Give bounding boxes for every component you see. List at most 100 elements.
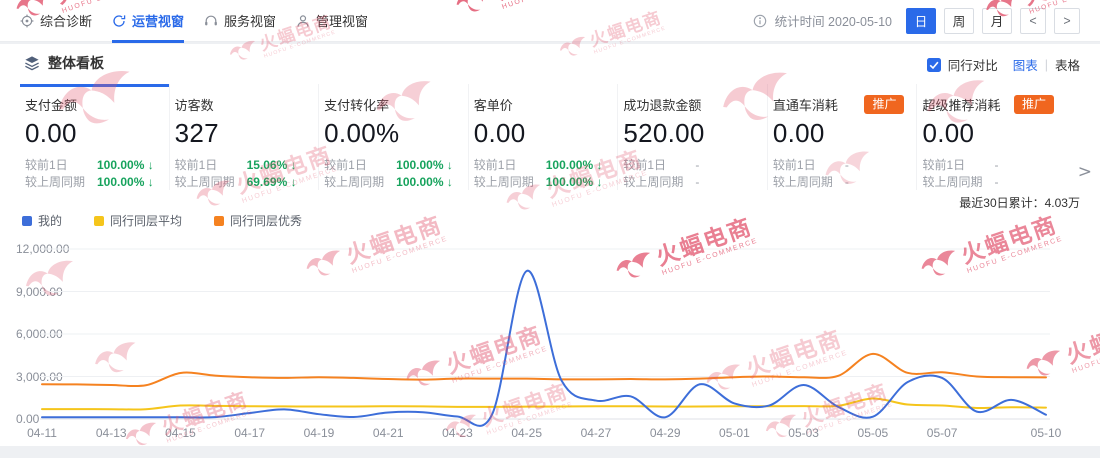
view-mode-divider: | — [1044, 57, 1048, 72]
series-peer-best — [41, 352, 1047, 388]
x-tick-label: 04-29 — [649, 426, 681, 440]
info-icon[interactable] — [753, 14, 767, 28]
compare-label: 较前1日 — [174, 158, 218, 172]
tab-label: 管理视窗 — [316, 14, 369, 29]
series-peer-avg — [41, 397, 1047, 411]
y-tick-label: 3,000.00 — [16, 369, 63, 384]
x-tick-label: 04-11 — [27, 426, 57, 440]
panel-header: 整体看板 — [24, 53, 104, 73]
compare-label: 较上周同期 — [174, 175, 235, 189]
series-mine — [41, 269, 1047, 427]
card-avg-order-value[interactable]: 客单价 0.00 较前1日 100.00% ↓ 较上周同期 100.00% ↓ — [469, 84, 619, 190]
compare-label: 较上周同期 — [922, 175, 983, 189]
tab-service-view[interactable]: 服务视窗 — [204, 0, 276, 42]
x-axis-labels: 04-11 04-13 04-15 04-17 04-19 04-21 04-23 04-25… — [27, 426, 1061, 442]
x-tick-label: 05-07 — [926, 426, 958, 440]
compare-value: - — [994, 175, 999, 189]
page-title: 整体看板 — [48, 55, 104, 71]
compare-label: 较上周同期 — [25, 175, 86, 189]
card-value: 0.00 — [772, 118, 825, 148]
card-title: 支付金额 — [25, 97, 78, 113]
y-tick-label: 6,000.00 — [16, 327, 63, 341]
card-ztc-spend[interactable]: 直通车消耗 推广 0.00 较前1日 - 较上周同期 - — [768, 84, 918, 190]
tab-management-view[interactable]: 管理视窗 — [296, 0, 368, 42]
top-nav-bar: 综合诊断 运营视窗 服务视窗 管理视窗 — [0, 0, 1100, 43]
card-title: 客单价 — [473, 97, 513, 113]
legend-swatch-peer-avg — [94, 215, 105, 226]
person-icon — [296, 14, 310, 28]
legend-label: 我的 — [38, 214, 63, 228]
x-tick-label: 05-10 — [1030, 426, 1062, 440]
legend-item-peer-avg[interactable]: 同行同层平均 — [94, 212, 182, 229]
card-super-recommend-spend[interactable]: 超级推荐消耗 推广 0.00 较前1日 - 较上周同期 - — [917, 84, 1066, 190]
period-week-button[interactable]: 周 — [944, 7, 974, 34]
tab-label: 服务视窗 — [224, 14, 277, 29]
period-day-button[interactable]: 日 — [906, 7, 936, 34]
card-visitors[interactable]: 访客数 327 较前1日 15.06% ↓ 较上周同期 69.69% ↓ — [170, 84, 320, 190]
x-tick-label: 05-01 — [719, 426, 750, 440]
card-title: 超级推荐消耗 — [922, 97, 1001, 113]
tab-operations-view[interactable]: 运营视窗 — [112, 0, 185, 43]
metric-cards-row: 支付金额 0.00 较前1日 100.00% ↓ 较上周同期 100.00% ↓ 访… — [20, 84, 1066, 190]
date-next-button[interactable]: > — [1054, 7, 1080, 34]
peer-compare-label[interactable]: 同行对比 — [947, 59, 998, 73]
refresh-icon — [112, 14, 126, 28]
layers-icon — [24, 55, 40, 71]
compare-value: 100.00% ↓ — [396, 158, 453, 172]
chart-legend: 我的 同行同层平均 同行同层优秀 — [22, 212, 302, 229]
target-icon — [20, 14, 34, 28]
compare-value: 100.00% ↓ — [545, 175, 603, 189]
x-tick-label: 04-27 — [580, 426, 612, 440]
card-title: 成功退款金额 — [623, 97, 702, 113]
card-value: 0.00 — [473, 118, 526, 148]
view-mode-chart[interactable]: 图表 — [1012, 59, 1038, 73]
trend-line-chart[interactable] — [40, 244, 1050, 429]
legend-item-peer-best[interactable]: 同行同层优秀 — [214, 212, 302, 229]
cards-next-arrow[interactable]: > — [1077, 162, 1092, 182]
chart-canvas — [40, 248, 1050, 427]
legend-swatch-peer-best — [214, 215, 225, 226]
card-title: 支付转化率 — [324, 97, 390, 113]
legend-item-mine[interactable]: 我的 — [22, 212, 62, 229]
card-payment-amount[interactable]: 支付金额 0.00 较前1日 100.00% ↓ 较上周同期 100.00% ↓ — [20, 84, 170, 190]
compare-label: 较上周同期 — [473, 175, 534, 189]
headset-icon — [204, 14, 218, 28]
compare-label: 较前1日 — [623, 158, 666, 172]
card-value: 520.00 — [623, 118, 705, 148]
peer-compare-checkbox[interactable] — [926, 57, 941, 72]
x-tick-label: 04-21 — [372, 426, 404, 440]
x-tick-label: 05-03 — [788, 426, 819, 440]
x-tick-label: 05-05 — [857, 426, 889, 440]
card-value: 0.00 — [25, 118, 77, 148]
card-title: 访客数 — [174, 97, 214, 113]
compare-label: 较前1日 — [324, 158, 367, 172]
tab-label: 综合诊断 — [40, 14, 93, 29]
compare-label: 较上周同期 — [324, 175, 385, 189]
compare-value: 100.00% ↓ — [97, 175, 154, 189]
compare-value: 15.06% ↓ — [246, 158, 297, 172]
x-tick-label: 04-15 — [165, 426, 196, 440]
total-30d-label: 最近30日累计：4.03万 — [959, 196, 1080, 210]
compare-value: 100.00% ↓ — [97, 158, 154, 172]
card-title: 直通车消耗 — [772, 97, 838, 113]
compare-label: 较上周同期 — [623, 175, 684, 189]
card-value: 0.00% — [324, 118, 400, 148]
tab-comprehensive-diagnosis[interactable]: 综合诊断 — [20, 0, 92, 42]
legend-label: 同行同层平均 — [110, 214, 183, 228]
date-prev-button[interactable]: < — [1020, 7, 1046, 34]
compare-value: - — [695, 158, 700, 172]
x-tick-label: 04-23 — [442, 426, 473, 440]
period-month-button[interactable]: 月 — [982, 7, 1012, 34]
card-refund-amount[interactable]: 成功退款金额 520.00 较前1日 - 较上周同期 - — [618, 84, 768, 190]
x-tick-label: 04-17 — [234, 426, 266, 440]
x-tick-label: 04-19 — [303, 426, 335, 440]
promo-badge: 推广 — [1014, 94, 1055, 114]
overview-panel: 整体看板 同行对比 图表 | 表格 支付金额 0.00 较前1日 100.00% … — [0, 44, 1100, 446]
card-value: 0.00 — [922, 118, 975, 148]
view-mode-table[interactable]: 表格 — [1054, 59, 1080, 73]
compare-label: 较前1日 — [772, 158, 816, 172]
y-tick-label: 9,000.00 — [16, 284, 63, 299]
x-tick-label: 04-25 — [511, 426, 543, 440]
card-conversion-rate[interactable]: 支付转化率 0.00% 较前1日 100.00% ↓ 较上周同期 100.00% ↓ — [319, 84, 469, 190]
compare-value: 100.00% ↓ — [545, 158, 603, 172]
